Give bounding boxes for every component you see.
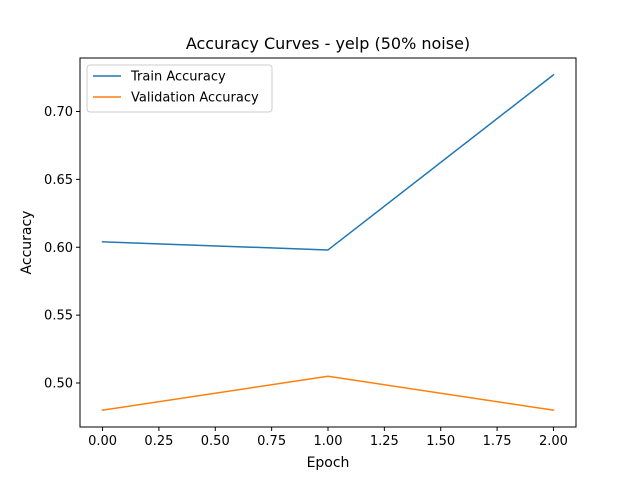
x-tick-label: 1.50: [426, 434, 455, 449]
series-line-0: [101, 73, 555, 251]
y-axis-label: Accuracy: [19, 211, 35, 275]
x-tick-label: 2.00: [539, 434, 568, 449]
x-axis-ticks: 0.00 0.25 0.50 0.75 1.00 1.25 1.50 1.75 2.00: [88, 427, 568, 449]
x-tick-label: 1.75: [483, 434, 512, 449]
x-tick-label: 0.75: [257, 434, 286, 449]
y-axis-ticks: 0.50 0.55 0.60 0.65 0.70: [44, 105, 80, 392]
chart-title: Accuracy Curves - yelp (50% noise): [186, 34, 470, 53]
y-tick-label: 0.70: [44, 105, 73, 120]
x-axis-label: Epoch: [307, 455, 350, 471]
series-line-1: [101, 375, 555, 412]
x-tick-label: 0.00: [88, 434, 117, 449]
y-tick-label: 0.65: [44, 173, 73, 188]
legend-label-0: Train Accuracy: [130, 70, 226, 85]
legend-box: [86, 64, 273, 113]
x-tick-label: 1.25: [370, 434, 399, 449]
y-tick-label: 0.50: [44, 377, 73, 392]
y-tick-label: 0.60: [44, 241, 73, 256]
legend: Train Accuracy Validation Accuracy: [86, 64, 273, 113]
x-tick-label: 1.00: [314, 434, 343, 449]
plot-series: [101, 73, 555, 412]
legend-label-1: Validation Accuracy: [131, 91, 259, 106]
x-tick-label: 0.50: [201, 434, 230, 449]
y-tick-label: 0.55: [44, 309, 73, 324]
x-tick-label: 0.25: [144, 434, 173, 449]
